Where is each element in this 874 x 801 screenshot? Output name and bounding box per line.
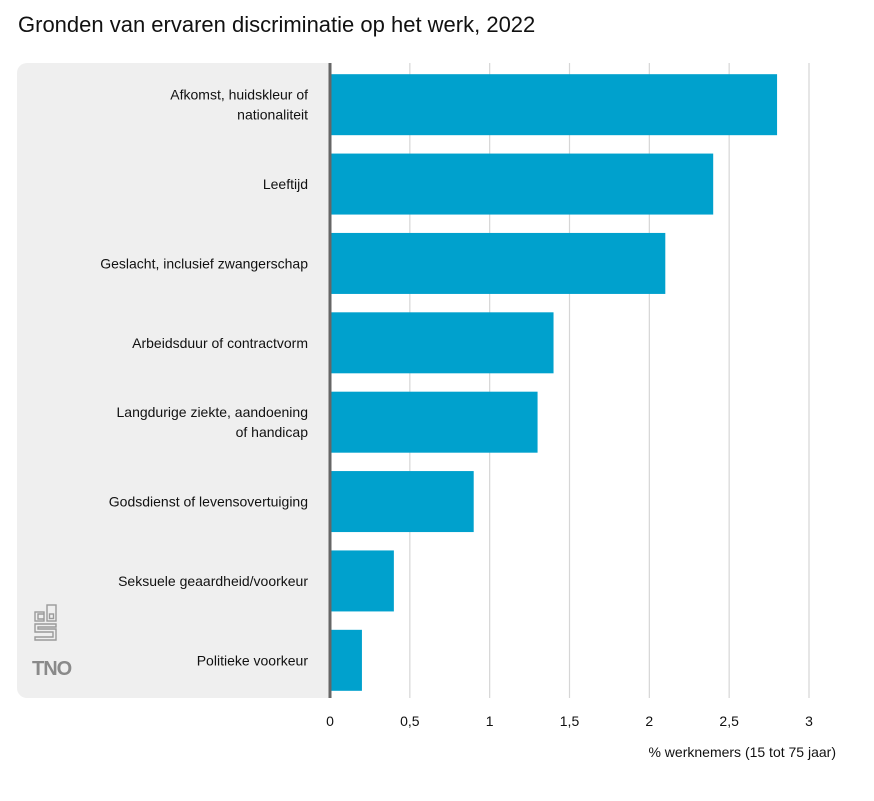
- bar: [330, 391, 538, 453]
- category-label: Geslacht, inclusief zwangerschap: [100, 255, 308, 271]
- x-axis-label: % werknemers (15 tot 75 jaar): [648, 744, 836, 760]
- category-label: Langdurige ziekte, aandoening: [117, 404, 309, 420]
- x-tick-label: 0,5: [400, 713, 420, 729]
- tno-logo: TNO: [32, 658, 72, 680]
- category-label: Leeftijd: [263, 176, 308, 192]
- bar: [330, 74, 778, 136]
- category-label: Godsdienst of levensovertuiging: [109, 494, 308, 510]
- bar: [330, 471, 474, 533]
- x-tick-labels: 0 0,5 1 1,5 2 2,5 3: [326, 713, 813, 729]
- bar: [330, 312, 554, 374]
- bar: [330, 550, 394, 612]
- bar: [330, 629, 362, 691]
- category-label: Arbeidsduur of contractvorm: [132, 335, 308, 351]
- bar: [330, 153, 714, 215]
- x-tick-label: 1,5: [560, 713, 580, 729]
- category-labels: Afkomst, huidskleur of nationaliteit Leeft…: [100, 87, 308, 669]
- bars: [330, 74, 778, 691]
- x-tick-label: 2: [645, 713, 653, 729]
- x-tick-label: 2,5: [719, 713, 739, 729]
- chart-title: Gronden van ervaren discriminatie op het…: [18, 12, 536, 37]
- x-tick-label: 1: [486, 713, 494, 729]
- cbs-logo-icon: [34, 604, 57, 641]
- x-tick-label: 0: [326, 713, 334, 729]
- category-label: nationaliteit: [237, 107, 308, 123]
- category-label: Afkomst, huidskleur of: [170, 87, 308, 103]
- category-label-panel: [17, 63, 330, 698]
- category-label: Politieke voorkeur: [197, 652, 309, 668]
- category-label: of handicap: [236, 424, 309, 440]
- x-tick-label: 3: [805, 713, 813, 729]
- bar: [330, 232, 666, 294]
- category-label: Seksuele geaardheid/voorkeur: [118, 573, 308, 589]
